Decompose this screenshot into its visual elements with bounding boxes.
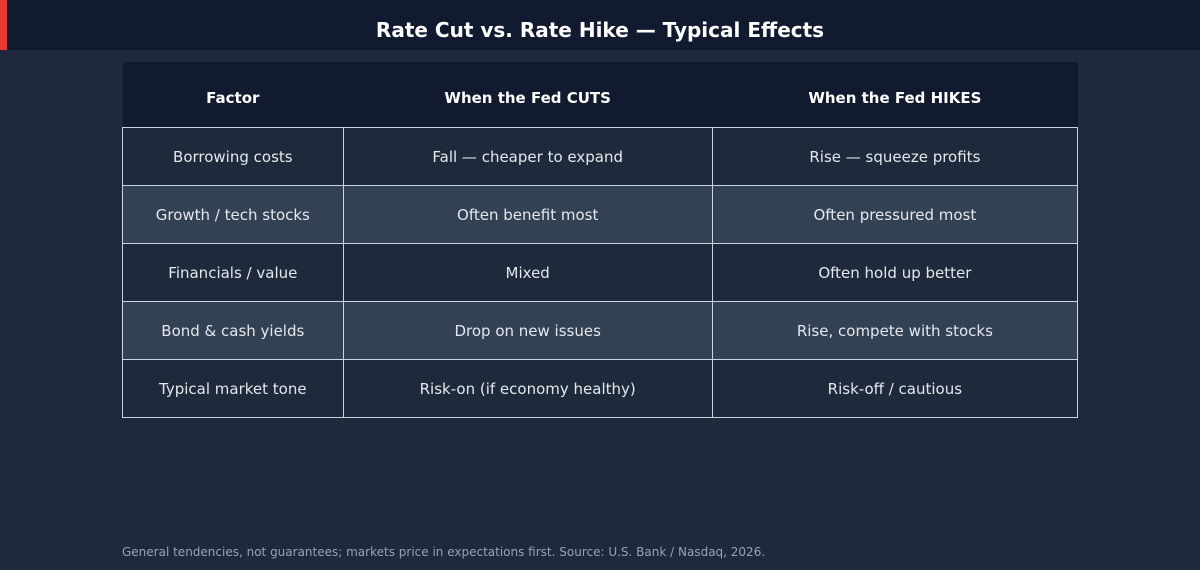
table-row: Bond & cash yields Drop on new issues Rise… bbox=[122, 301, 1079, 360]
table-cell: Often benefit most bbox=[342, 185, 713, 244]
table-cell: Rise, compete with stocks bbox=[711, 301, 1079, 360]
table-cell: Risk-off / cautious bbox=[711, 359, 1079, 418]
table-cell: Rise — squeeze profits bbox=[711, 127, 1079, 186]
table-row: Borrowing costs Fall — cheaper to expand R… bbox=[122, 127, 1079, 186]
table-cell: Bond & cash yields bbox=[122, 301, 344, 360]
table-cell: Drop on new issues bbox=[342, 301, 713, 360]
footnote: General tendencies, not guarantees; mark… bbox=[122, 545, 766, 559]
table-cell: Mixed bbox=[342, 243, 713, 302]
table-cell: Fall — cheaper to expand bbox=[342, 127, 713, 186]
table-cell: Often pressured most bbox=[711, 185, 1079, 244]
table-row: Financials / value Mixed Often hold up bet… bbox=[122, 243, 1079, 302]
accent bbox=[0, 0, 7, 50]
table-cell: Typical market tone bbox=[122, 359, 344, 418]
table-cell: Growth / tech stocks bbox=[122, 185, 344, 244]
table-cell: Financials / value bbox=[122, 243, 344, 302]
column-header: When the Fed CUTS bbox=[343, 62, 713, 128]
table-body: Borrowing costs Fall — cheaper to expand R… bbox=[122, 127, 1079, 418]
table: Factor When the Fed CUTS When the Fed HIKE… bbox=[122, 62, 1079, 418]
table-cell: Often hold up better bbox=[711, 243, 1079, 302]
table-cell: Risk-on (if economy healthy) bbox=[342, 359, 713, 418]
title: Rate Cut vs. Rate Hike — Typical Effects bbox=[375, 18, 825, 42]
header-bar bbox=[0, 0, 1200, 50]
table-cell: Borrowing costs bbox=[122, 127, 344, 186]
header-row: Factor When the Fed CUTS When the Fed HIKE… bbox=[122, 62, 1078, 128]
column-header: When the Fed HIKES bbox=[712, 62, 1078, 128]
table-row: Growth / tech stocks Often benefit most Of… bbox=[122, 185, 1079, 244]
table-row: Typical market tone Risk-on (if economy h… bbox=[122, 359, 1079, 418]
column-header: Factor bbox=[122, 62, 344, 128]
